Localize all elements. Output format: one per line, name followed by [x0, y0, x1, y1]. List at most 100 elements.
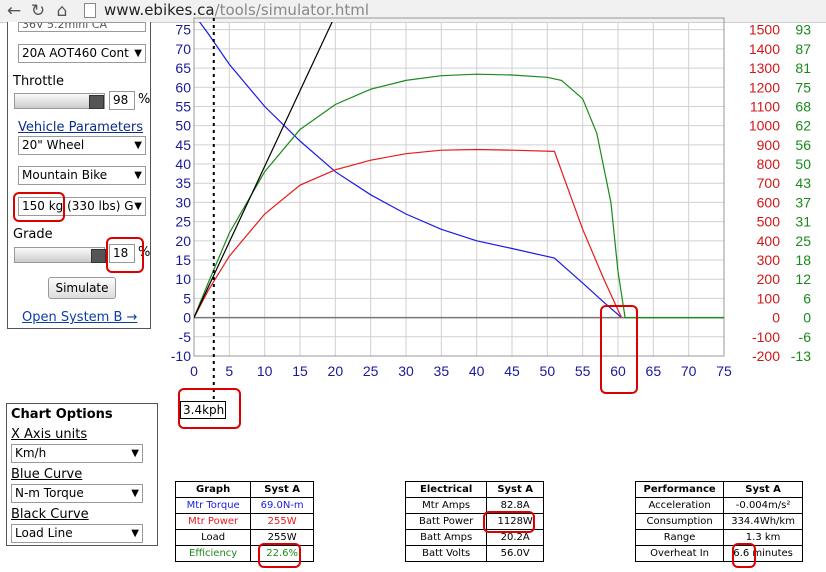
- right-power-tick-label: 400: [757, 233, 781, 249]
- table-row: Overheat In 6.6 minutes: [634, 545, 803, 562]
- grade-highlight-ring: [106, 237, 144, 273]
- grade-slider-thumb[interactable]: [91, 249, 106, 263]
- chevron-down-icon: ▼: [131, 448, 139, 459]
- black-curve-select[interactable]: Load Line ▼: [11, 524, 143, 543]
- chevron-down-icon: ▼: [131, 528, 139, 539]
- x-axis-tick-label: 0: [190, 363, 198, 379]
- graph-row-value: 255W: [250, 513, 314, 530]
- table-row: Batt Power 1128W: [404, 513, 544, 530]
- throttle-input[interactable]: 98: [109, 91, 135, 110]
- table-row: Mtr Amps 82.8A: [404, 497, 544, 514]
- x-axis-tick-label: 30: [398, 363, 414, 379]
- left-axis-tick-label: 65: [175, 60, 191, 76]
- grade-slider[interactable]: [14, 247, 106, 263]
- x-axis-tick-label: 25: [363, 363, 379, 379]
- chevron-down-icon: ▼: [134, 201, 142, 212]
- right-efficiency-tick-label: 43: [795, 175, 811, 191]
- left-axis-tick-label: 55: [175, 98, 191, 114]
- x-axis-tick-label: 45: [504, 363, 520, 379]
- batt-power-highlight-ring: [483, 511, 535, 533]
- right-efficiency-tick-label: 0: [803, 310, 811, 326]
- x-axis-tick-label: 20: [328, 363, 344, 379]
- wheel-select[interactable]: 20" Wheel ▼: [18, 136, 146, 155]
- chevron-down-icon: ▼: [134, 170, 142, 181]
- left-axis-tick-label: 50: [175, 118, 191, 134]
- right-efficiency-tick-label: 81: [795, 60, 811, 76]
- mass-kg-value: 150 kg: [22, 199, 64, 213]
- address-bar[interactable]: www.ebikes.ca/tools/simulator.html: [104, 0, 369, 21]
- right-efficiency-tick-label: 31: [795, 214, 811, 230]
- x-axis-tick-label: 65: [646, 363, 662, 379]
- right-efficiency-tick-label: 12: [795, 271, 811, 287]
- x-axis-tick-label: 50: [540, 363, 556, 379]
- right-power-tick-label: 100: [757, 290, 781, 306]
- x-axis-tick-label: 40: [469, 363, 485, 379]
- table-row: Acceleration -0.004m/s²: [634, 497, 803, 514]
- back-arrow-icon[interactable]: ←: [6, 1, 22, 21]
- right-efficiency-tick-label: 62: [795, 118, 811, 134]
- right-power-tick-label: 1100: [750, 98, 780, 114]
- page-icon: [84, 3, 96, 18]
- right-power-tick-label: 700: [757, 175, 781, 191]
- browser-toolbar: ← ↻ ⌂ www.ebikes.ca/tools/simulator.html: [0, 0, 826, 23]
- table-header-cell: Graph: [174, 481, 252, 498]
- table-row: Batt Volts 56.0V: [404, 545, 544, 562]
- right-efficiency-tick-label: 18: [795, 252, 811, 268]
- table-header-cell: Syst A: [250, 481, 314, 498]
- right-power-tick-label: -100: [752, 329, 780, 345]
- bike-type-select[interactable]: Mountain Bike ▼: [18, 166, 146, 185]
- right-efficiency-tick-label: 56: [795, 137, 811, 153]
- table-row: Efficiency 22.6%: [174, 545, 314, 562]
- mass-select[interactable]: 150 kg (330 lbs) G ▼: [18, 197, 146, 216]
- controller-select[interactable]: 20A AOT460 Cont ▼: [18, 44, 146, 63]
- right-efficiency-tick-label: 75: [795, 79, 811, 95]
- right-power-tick-label: -200: [752, 348, 780, 364]
- x-axis-tick-label: 55: [575, 363, 591, 379]
- perf-row-label: Consumption: [634, 513, 725, 530]
- x-axis-units-select[interactable]: Km/h ▼: [11, 444, 143, 463]
- right-power-tick-label: 300: [757, 252, 781, 268]
- overheat-highlight-ring: [732, 543, 756, 568]
- throttle-unit: %: [138, 92, 151, 107]
- right-power-tick-label: 500: [757, 214, 781, 230]
- controller-partial-select[interactable]: 36V 5.2mini CA: [18, 22, 146, 32]
- home-icon[interactable]: ⌂: [56, 1, 68, 21]
- table-header-cell: Syst A: [723, 481, 803, 498]
- table-header-row: Performance Syst A: [634, 481, 803, 498]
- graph-row-label: Load: [174, 529, 252, 546]
- perf-row-value: -0.004m/s²: [723, 497, 803, 514]
- graph-row-label: Efficiency: [174, 545, 252, 562]
- wheel-value: 20" Wheel: [22, 138, 85, 152]
- x-axis-tick-label: 5: [225, 363, 233, 379]
- plot-border: [193, 17, 725, 357]
- x-axis-tick-label: 75: [716, 363, 732, 379]
- table-row: Load 255W: [174, 529, 314, 546]
- chevron-down-icon: ▼: [134, 140, 142, 151]
- bike-type-value: Mountain Bike: [22, 168, 108, 182]
- blue-curve-select[interactable]: N-m Torque ▼: [11, 484, 143, 503]
- right-efficiency-tick-label: 50: [795, 156, 811, 172]
- throttle-slider-thumb[interactable]: [89, 95, 105, 109]
- vehicle-parameters-label: Vehicle Parameters: [18, 120, 144, 135]
- open-system-b-link[interactable]: Open System B →: [22, 310, 138, 325]
- left-axis-tick-label: 20: [175, 233, 191, 249]
- electrical-results-table: Electrical Syst A Mtr Amps 82.8A Batt Power 1…: [404, 481, 544, 562]
- left-axis-tick-label: 5: [183, 290, 191, 306]
- left-axis-tick-label: 25: [175, 214, 191, 230]
- reload-icon[interactable]: ↻: [30, 1, 46, 21]
- chevron-down-icon: ▼: [134, 48, 142, 59]
- elec-row-value: 56.0V: [486, 545, 544, 562]
- table-row: Range 1.3 km: [634, 529, 803, 546]
- efficiency-curve: [194, 73, 724, 319]
- simulate-button[interactable]: Simulate: [48, 277, 116, 299]
- perf-row-value: 334.4Wh/km: [723, 513, 803, 530]
- right-power-tick-label: 1000: [749, 118, 780, 134]
- perf-row-label: Overheat In: [634, 545, 725, 562]
- blue-curve-value: N-m Torque: [15, 486, 84, 500]
- chevron-down-icon: ▼: [131, 488, 139, 499]
- left-axis-tick-label: 30: [175, 194, 191, 210]
- simulation-chart: -10-5051015202530354045505560657075-200-…: [171, 17, 811, 400]
- grade-input[interactable]: 18: [109, 244, 135, 263]
- graph-row-label: Mtr Torque: [174, 497, 252, 514]
- throttle-slider[interactable]: [14, 93, 105, 109]
